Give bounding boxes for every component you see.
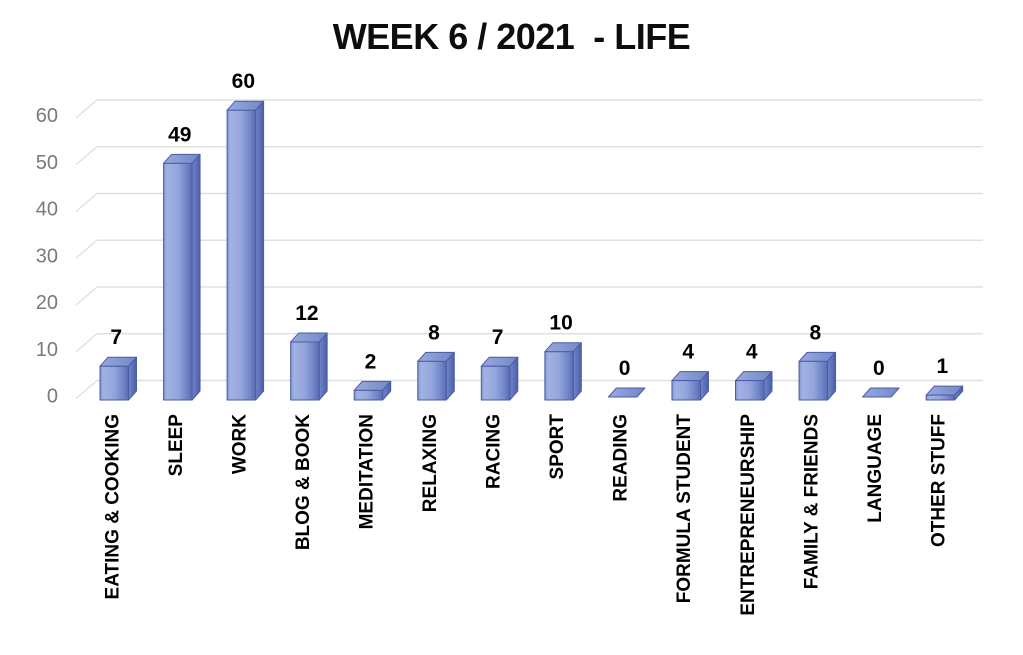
bar-blog-book: 12 BLOG & BOOK [290, 302, 328, 550]
y-tick-label-10: 10 [36, 339, 58, 361]
bar-language: 0 LANGUAGE [862, 357, 900, 523]
bar-top-face [862, 387, 900, 398]
bar-front-face [925, 394, 956, 401]
y-tick-label-0: 0 [47, 386, 58, 408]
gridline-0 [75, 379, 983, 400]
bar-family-friends: 8 FAMILY & FRIENDS [798, 321, 837, 589]
bar-front-face [99, 365, 129, 401]
value-label-sleep: 49 [168, 123, 191, 146]
bar-front-face [735, 380, 765, 401]
value-label-eating-cooking: 7 [110, 326, 122, 349]
y-tick-label-60: 60 [36, 105, 58, 127]
value-label-sport: 10 [549, 312, 572, 335]
gridline-10 [75, 333, 983, 353]
category-label-meditation: MEDITATION [356, 414, 377, 529]
y-tick-label-50: 50 [36, 152, 58, 174]
value-label-language: 0 [873, 357, 885, 380]
value-label-meditation: 2 [365, 350, 377, 373]
category-label-formula-student: FORMULA STUDENT [674, 414, 695, 604]
value-label-formula-student: 4 [682, 341, 694, 364]
bar-work: 60 WORK [226, 70, 265, 474]
category-label-language: LANGUAGE [865, 414, 886, 523]
y-tick-label-40: 40 [36, 199, 58, 221]
value-label-work: 60 [232, 70, 255, 93]
gridline-60 [75, 99, 983, 119]
category-label-eating-cooking: EATING & COOKING [102, 414, 123, 599]
category-label-racing: RACING [484, 414, 505, 489]
bar-front-face [417, 360, 447, 401]
category-label-work: WORK [229, 414, 250, 474]
value-label-reading: 0 [619, 357, 631, 380]
bar-eating-cooking: 7 EATING & COOKING [99, 326, 137, 599]
y-tick-label-20: 20 [36, 292, 58, 314]
bar-side-face [572, 342, 582, 401]
value-label-other-stuff: 1 [937, 355, 949, 378]
chart-title: WEEK 6 / 2021 - LIFE [332, 16, 691, 57]
bar-sleep: 49 SLEEP [163, 123, 201, 477]
bar-front-face [226, 109, 257, 401]
bar-front-face [544, 351, 574, 401]
category-label-other-stuff: OTHER STUFF [928, 414, 949, 547]
gridline-50 [75, 146, 983, 166]
bar-side-face [191, 153, 201, 401]
gridline-30 [75, 239, 983, 259]
bar-side-face [445, 351, 455, 401]
bar-front-face [480, 365, 511, 401]
y-tick-label-30: 30 [36, 245, 58, 267]
category-label-reading: READING [611, 414, 632, 502]
category-label-relaxing: RELAXING [420, 414, 441, 512]
bar-front-face [163, 162, 193, 401]
bar-front-face [353, 389, 384, 401]
category-label-entrepreneurship: ENTREPRENEURSHIP [738, 414, 759, 616]
bar-other-stuff: 1 OTHER STUFF [925, 355, 964, 547]
bar-relaxing: 8 RELAXING [417, 321, 455, 512]
value-label-relaxing: 8 [428, 321, 440, 344]
gridline-20 [75, 286, 983, 306]
gridline-40 [75, 192, 983, 213]
value-label-racing: 7 [492, 326, 504, 349]
bar-side-face [827, 351, 837, 401]
bar-side-face [318, 332, 328, 401]
category-label-sleep: SLEEP [166, 414, 187, 477]
value-label-family-friends: 8 [809, 321, 821, 344]
bar-sport: 10 SPORT [544, 312, 582, 480]
bar-front-face [671, 380, 701, 401]
value-label-blog-book: 12 [295, 302, 318, 325]
category-label-family-friends: FAMILY & FRIENDS [801, 414, 822, 589]
category-label-blog-book: BLOG & BOOK [293, 414, 314, 550]
value-label-entrepreneurship: 4 [746, 341, 758, 364]
category-label-sport: SPORT [547, 414, 568, 480]
bar-entrepreneurship: 4 ENTREPRENEURSHIP [735, 341, 773, 616]
bar-racing: 7 RACING [480, 326, 519, 489]
bar-meditation: 2 MEDITATION [353, 350, 392, 529]
bar-top-face [607, 387, 646, 398]
bar-front-face [798, 360, 829, 401]
bar-formula-student: 4 FORMULA STUDENT [671, 341, 709, 604]
bar-reading: 0 READING [607, 357, 646, 502]
bar-front-face [290, 341, 320, 401]
bar-side-face [255, 100, 265, 401]
